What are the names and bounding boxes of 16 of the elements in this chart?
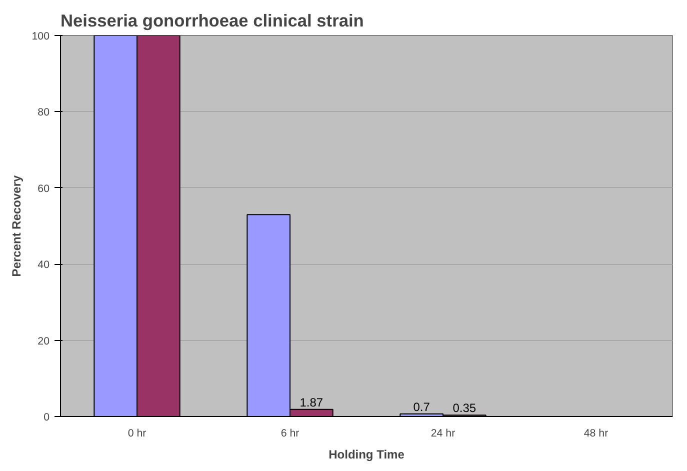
y-tick-label: 40 (38, 259, 50, 272)
data-label: 1.87 (300, 395, 324, 410)
data-label: 0.35 (452, 401, 476, 416)
y-tick-label: 80 (38, 106, 50, 119)
x-axis-title: Holding Time (328, 448, 405, 462)
y-tick-label: 20 (38, 335, 50, 348)
y-axis-title: Percent Recovery (10, 174, 24, 277)
y-tick-label: 0 (44, 412, 50, 424)
chart-title: Neisseria gonorrhoeae clinical strain (60, 10, 364, 30)
y-tick-label: 100 (32, 30, 50, 42)
data-label: 0.7 (413, 400, 430, 414)
x-tick-label: 6 hr (280, 428, 300, 440)
x-tick-label: 48 hr (584, 428, 609, 440)
x-tick-label: 24 hr (430, 428, 456, 440)
x-tick-label: 0 hr (128, 428, 147, 440)
y-tick-label: 60 (38, 182, 50, 195)
